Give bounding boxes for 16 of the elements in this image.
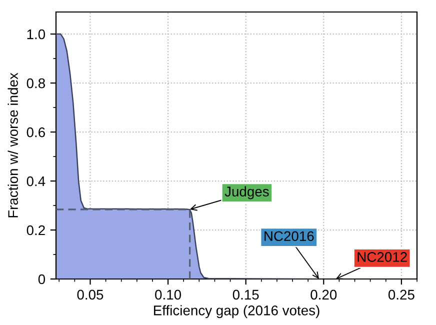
y-tick-label: 0.4 xyxy=(26,176,46,186)
x-tick-label: 0.10 xyxy=(155,290,182,300)
x-axis-title: Efficiency gap (2016 votes) xyxy=(154,305,320,318)
y-axis-title: Fraction w/ worse index xyxy=(8,72,18,218)
x-tick-label: 0.05 xyxy=(77,290,104,300)
annotation: Judges xyxy=(224,186,269,200)
annotation: NC2012 xyxy=(358,252,407,262)
y-tick-label: 0.6 xyxy=(26,127,45,138)
x-tick-label: 0.15 xyxy=(232,290,259,300)
x-tick-label: 0.25 xyxy=(388,290,414,300)
y-tick-label: 0.8 xyxy=(26,78,45,88)
y-tick-label: 0.2 xyxy=(26,225,45,236)
x-tick-label: 0.20 xyxy=(310,290,337,300)
y-tick-label: 0 xyxy=(38,274,46,284)
annotation: NC2016 xyxy=(264,231,314,242)
y-tick-label: 1.0 xyxy=(27,29,46,40)
